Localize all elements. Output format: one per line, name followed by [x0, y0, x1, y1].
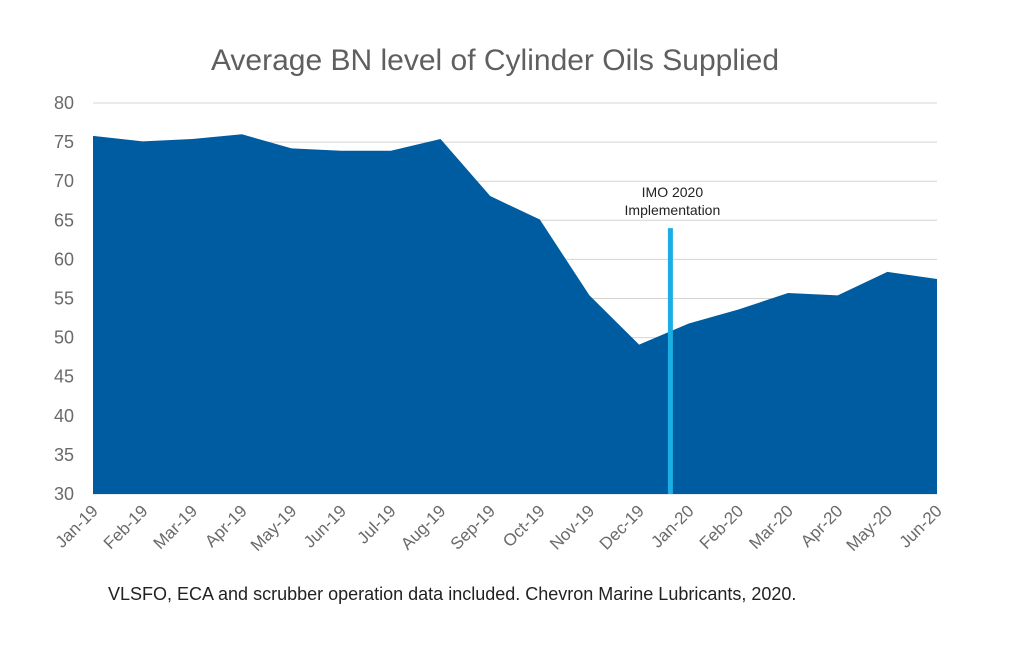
x-tick-label: Sep-19 [447, 501, 499, 553]
x-tick-label: Nov-19 [546, 501, 598, 553]
x-tick-label: Jan-20 [647, 501, 697, 551]
x-tick-label: Feb-20 [696, 501, 748, 553]
x-tick-label: Aug-19 [397, 501, 449, 553]
area-fill [93, 134, 937, 494]
x-tick-label: Jul-19 [354, 501, 400, 547]
y-tick-label: 75 [54, 132, 74, 152]
y-tick-label: 65 [54, 210, 74, 230]
y-axis-ticks: 30 35 40 45 50 55 60 65 70 75 80 [54, 93, 74, 504]
y-tick-label: 60 [54, 249, 74, 269]
x-tick-label: Oct-19 [499, 501, 549, 551]
x-tick-label: Jun-19 [300, 501, 350, 551]
area-series [92, 134, 938, 494]
y-tick-label: 50 [54, 328, 74, 348]
y-tick-label: 30 [54, 484, 74, 504]
annotation-line-1: IMO 2020 [642, 184, 704, 200]
chart-caption: VLSFO, ECA and scrubber operation data i… [108, 584, 796, 604]
x-tick-label: Apr-19 [201, 501, 251, 551]
x-tick-label: Feb-19 [100, 501, 152, 553]
imo-marker: IMO 2020 Implementation [625, 184, 721, 494]
y-tick-label: 55 [54, 289, 74, 309]
y-tick-label: 45 [54, 367, 74, 387]
y-tick-label: 35 [54, 445, 74, 465]
x-tick-label: Dec-19 [596, 501, 648, 553]
y-tick-label: 40 [54, 406, 74, 426]
annotation-line-2: Implementation [625, 202, 721, 218]
x-tick-label: Mar-19 [150, 501, 202, 553]
y-tick-label: 80 [54, 93, 74, 113]
chart-title: Average BN level of Cylinder Oils Suppli… [211, 44, 779, 77]
x-tick-label: Jan-19 [52, 501, 102, 551]
y-tick-label: 70 [54, 171, 74, 191]
x-tick-label: May-19 [247, 501, 301, 555]
x-tick-label: Apr-20 [797, 501, 847, 551]
x-tick-label: Mar-20 [745, 501, 797, 553]
x-tick-label: Jun-20 [896, 501, 946, 551]
x-tick-label: May-20 [843, 501, 897, 555]
